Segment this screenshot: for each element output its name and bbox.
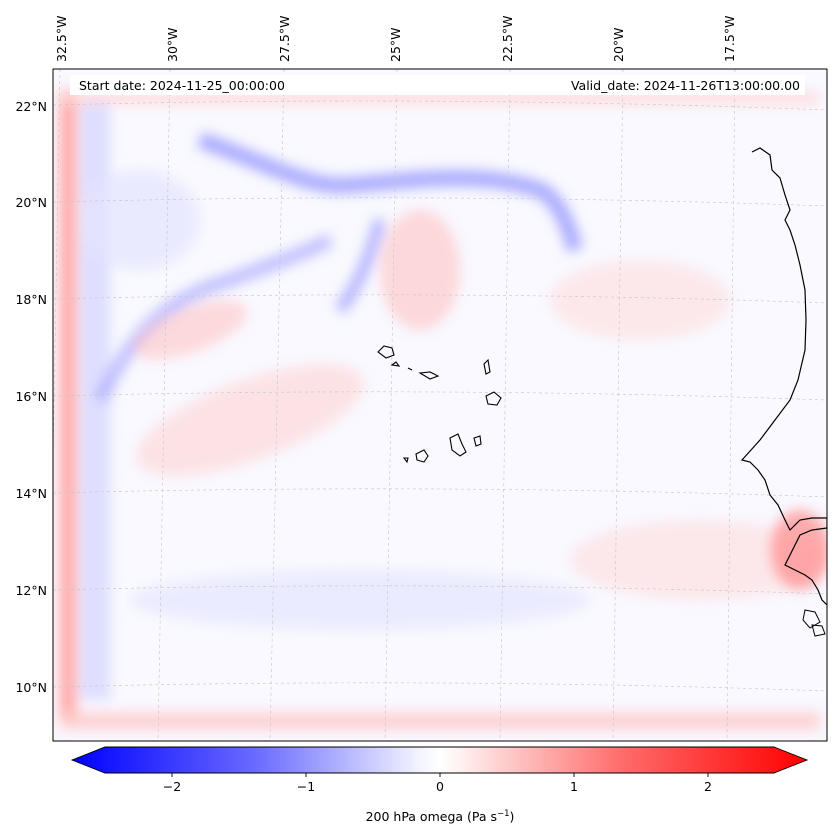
colorbar-label-exponent: −1: [497, 809, 510, 819]
colorbar-tick-2: 2: [704, 779, 712, 794]
red-patch-west: [133, 300, 247, 360]
annotation-box: [70, 75, 805, 95]
colorbar-label-main: 200 hPa omega (Pa s: [366, 809, 497, 824]
blue-patch-south: [130, 570, 590, 630]
colorbar-label-close: ): [510, 809, 515, 824]
lat-label-12n: 12°N: [15, 583, 47, 598]
map-frame: [52, 68, 828, 742]
omega-field: [53, 69, 827, 741]
colorbar-tick-1: 1: [570, 779, 578, 794]
graticule: [53, 69, 827, 741]
colorbar-label: 200 hPa omega (Pa s−1): [366, 809, 515, 824]
colorbar-tick-0: 0: [436, 779, 444, 794]
lon-label-27-5w: 27.5°W: [277, 16, 292, 62]
lat-label-10n: 10°N: [15, 680, 47, 695]
colorbar-tick-m1: −1: [297, 779, 315, 794]
lon-label-30w: 30°W: [165, 27, 180, 62]
colorbar-body: [70, 746, 809, 774]
south-boundary-band: [60, 712, 820, 730]
field-background: [53, 69, 827, 741]
lon-label-22-5w: 22.5°W: [500, 16, 515, 62]
lon-label-20w: 20°W: [611, 27, 626, 62]
west-boundary-band: [57, 90, 79, 720]
lon-label-17-5w: 17.5°W: [722, 16, 737, 62]
colorbar-tick-m2: −2: [163, 779, 181, 794]
lat-label-16n: 16°N: [15, 389, 47, 404]
coastline-africa: [740, 147, 827, 606]
lon-label-25w: 25°W: [388, 27, 403, 62]
red-patch-southeast: [570, 520, 827, 600]
lat-label-22n: 22°N: [15, 99, 47, 114]
blue-arc-west: [93, 233, 334, 404]
red-patch-coast: [770, 510, 827, 590]
blue-patch-northwest: [80, 170, 200, 270]
blue-arc-north: [197, 132, 583, 252]
cape-verde-islands: [377, 345, 502, 464]
lon-label-32-5w: 32.5°W: [54, 16, 69, 62]
colorbar: −2 −1 0 1 2 200 hPa omega (Pa s−1): [70, 746, 809, 824]
lat-label-18n: 18°N: [15, 292, 47, 307]
start-date-annotation: Start date: 2024-11-25_00:00:00: [79, 78, 285, 93]
valid-date-annotation: Valid_date: 2024-11-26T13:00:00.00: [571, 78, 800, 93]
lat-label-20n: 20°N: [15, 195, 47, 210]
red-patch-east: [550, 260, 730, 340]
coastline-bissau-islands: [802, 609, 826, 637]
blue-streak-central: [335, 218, 386, 314]
colorbar-ticks: [171, 773, 709, 777]
lat-label-14n: 14°N: [15, 486, 47, 501]
red-patch-center: [380, 210, 460, 330]
